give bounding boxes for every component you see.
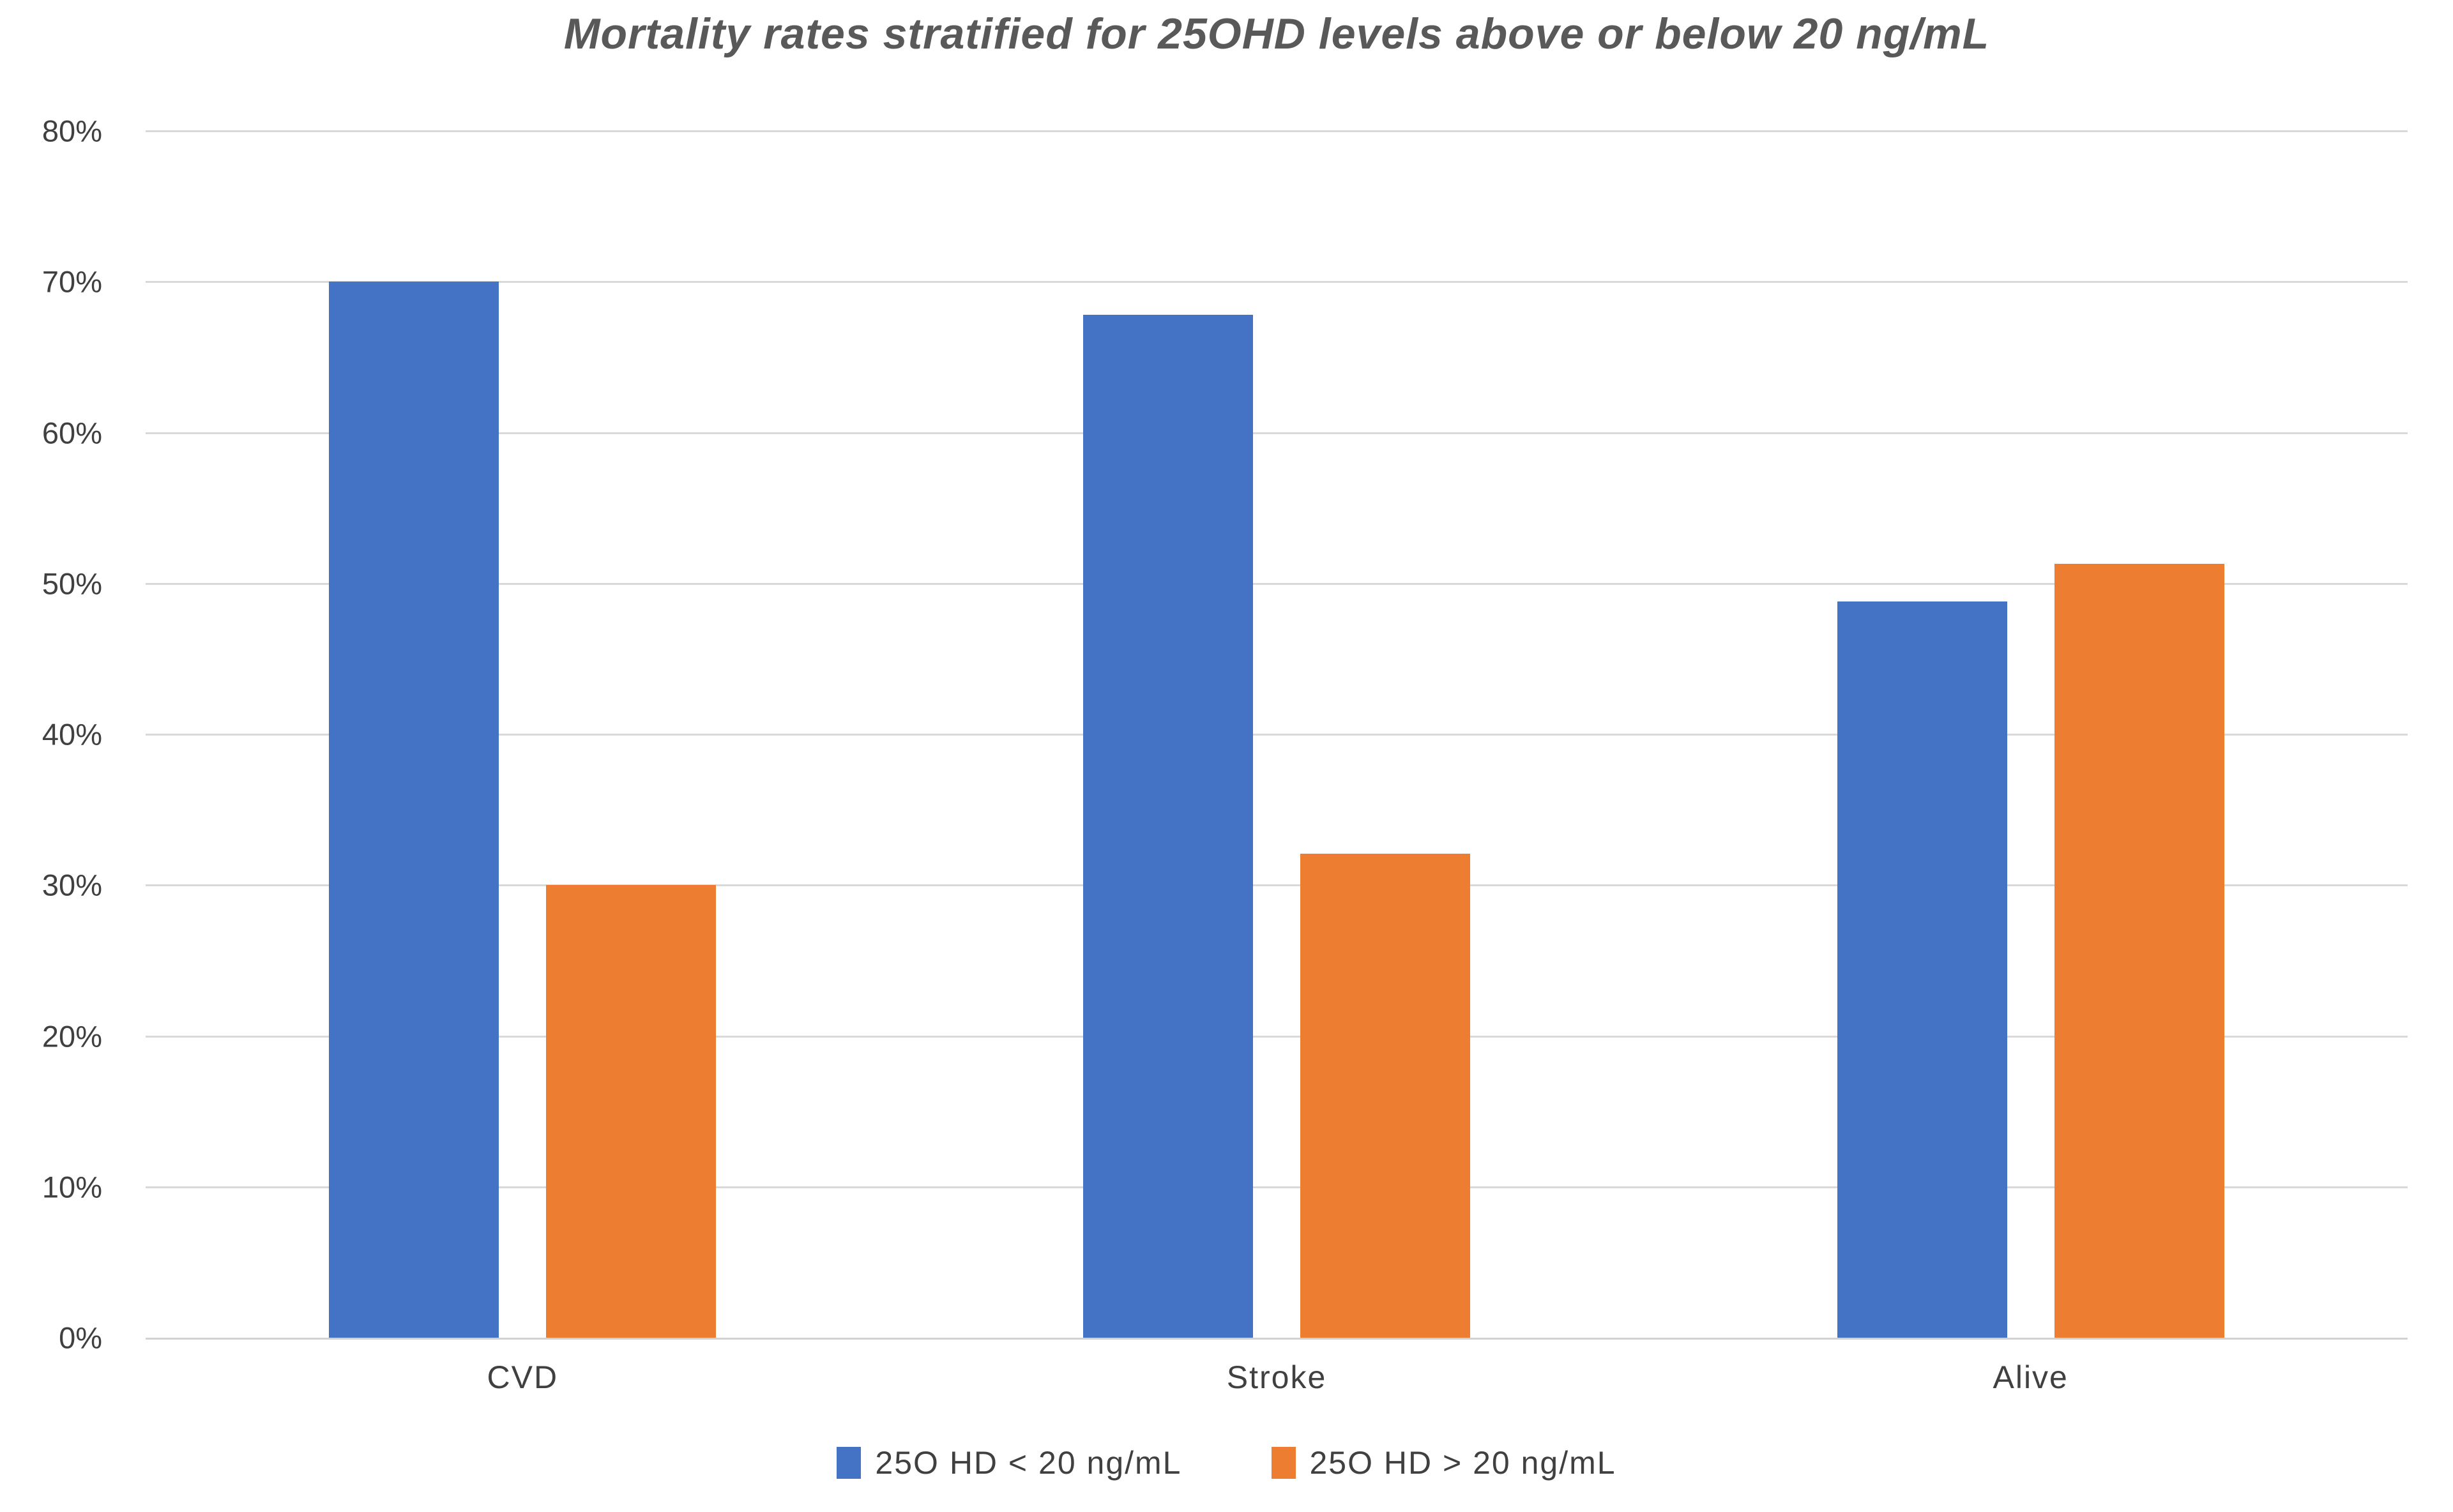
legend: 25O HD < 20 ng/mL 25O HD > 20 ng/mL: [0, 1444, 2453, 1481]
y-tick-label: 10%: [42, 1170, 102, 1204]
bar-cvd-series-1: [329, 282, 499, 1338]
y-tick-label: 50%: [42, 566, 102, 601]
bar-stroke-series-2: [1300, 853, 1470, 1338]
gridline-80%: [146, 130, 2408, 132]
gridline-70%: [146, 281, 2408, 284]
y-tick-label: 0%: [59, 1320, 102, 1355]
y-tick-label: 80%: [42, 114, 102, 148]
gridline-50%: [146, 582, 2408, 585]
gridline-60%: [146, 432, 2408, 434]
bar-cvd-series-2: [546, 885, 717, 1338]
y-axis: 80% 70% 60% 50% 40% 30% 20% 10% 0%: [0, 114, 115, 1355]
bar-alive-series-2: [2054, 564, 2224, 1338]
gridline-20%: [146, 1035, 2408, 1038]
y-tick-label: 60%: [42, 416, 102, 450]
y-tick-label: 20%: [42, 1019, 102, 1053]
category-label-cvd: CVD: [487, 1359, 559, 1395]
bar-group-stroke: [900, 131, 1654, 1338]
y-tick-label: 40%: [42, 717, 102, 752]
legend-item-series-1: 25O HD < 20 ng/mL: [837, 1444, 1181, 1481]
y-tick-label: 30%: [42, 868, 102, 902]
gridline-10%: [146, 1186, 2408, 1188]
category-label-alive: Alive: [1993, 1359, 2069, 1395]
gridline-30%: [146, 884, 2408, 887]
legend-swatch-icon: [837, 1447, 862, 1479]
bar-groups: [146, 131, 2408, 1338]
bar-group-cvd: [146, 131, 900, 1338]
y-tick-label: 70%: [42, 264, 102, 299]
chart-title: Mortality rates stratified for 25OHD lev…: [563, 10, 1990, 58]
bar-alive-series-1: [1837, 601, 2007, 1338]
legend-swatch-icon: [1271, 1447, 1296, 1479]
x-axis-category-labels: CVD Stroke Alive: [146, 1359, 2408, 1396]
gridline-40%: [146, 734, 2408, 736]
bar-group-alive: [1653, 131, 2408, 1338]
category-label-stroke: Stroke: [1226, 1359, 1327, 1395]
plot-area: [146, 130, 2408, 1340]
legend-item-series-2: 25O HD > 20 ng/mL: [1271, 1444, 1616, 1481]
legend-label: 25O HD > 20 ng/mL: [1309, 1445, 1616, 1481]
bar-stroke-series-1: [1083, 315, 1253, 1338]
legend-label: 25O HD < 20 ng/mL: [875, 1445, 1182, 1481]
